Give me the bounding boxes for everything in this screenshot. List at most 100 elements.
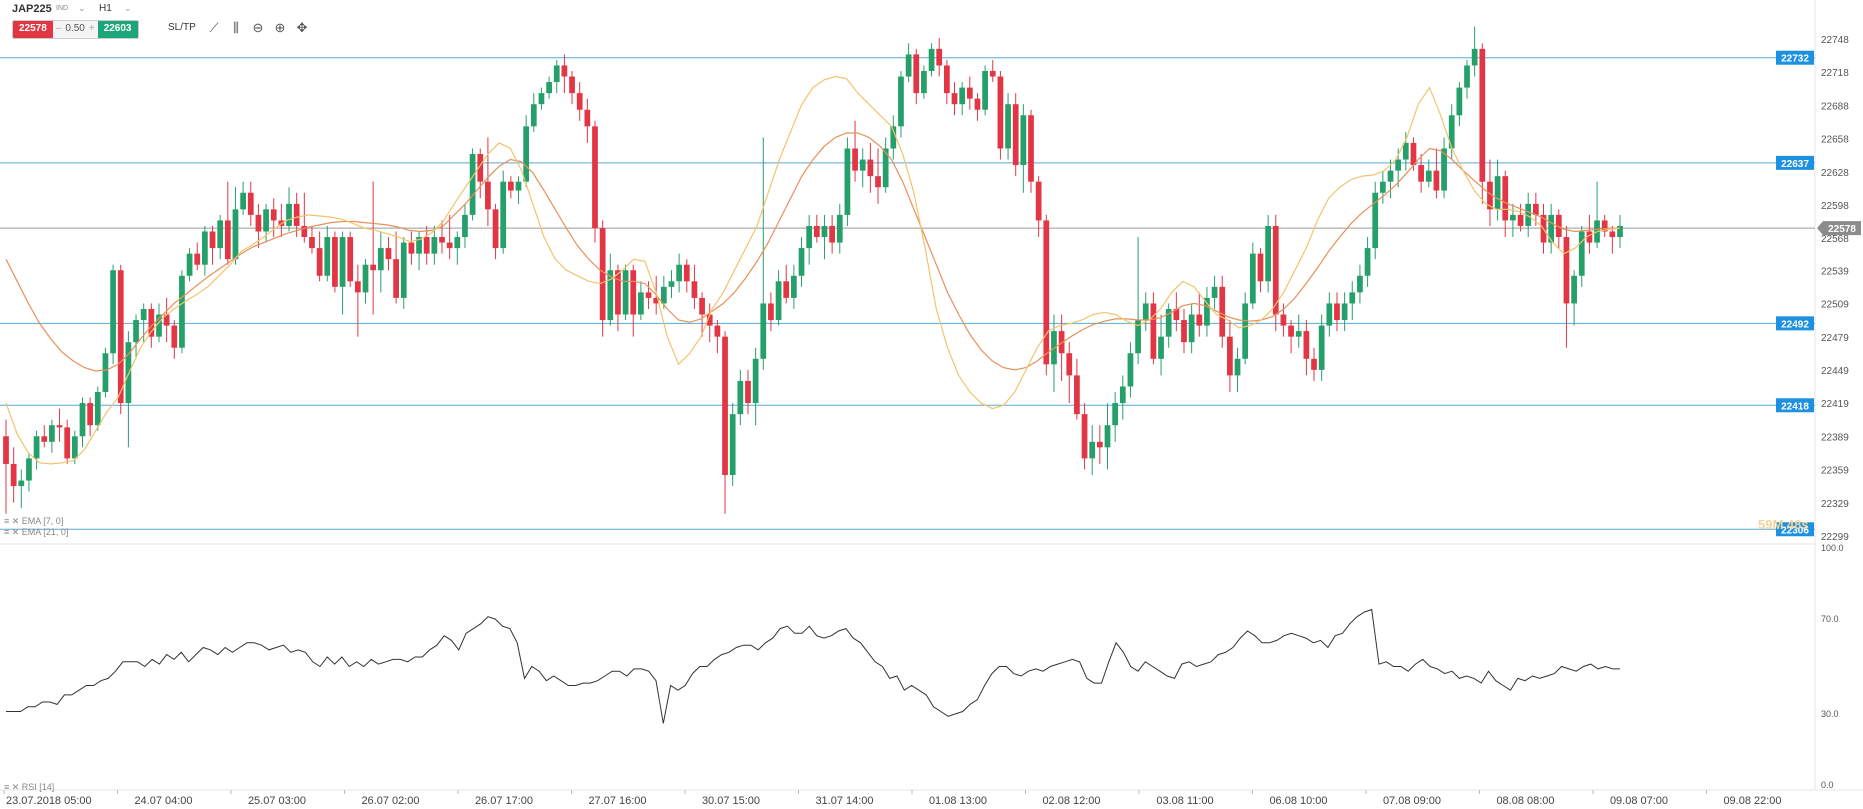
candle-body [791,275,797,298]
time-tick-label: 02.08 12:00 [1042,795,1100,807]
candle-body [1510,214,1516,221]
volume-stepper[interactable]: – 0.50 + [52,21,98,38]
candle-body [974,98,981,110]
price-tick-label: 22419 [1821,399,1849,410]
candle-body [79,403,86,437]
candle-type-icon[interactable]: ⫼ [233,20,239,35]
candle-body [1295,331,1302,337]
candle-body [416,237,422,254]
ema7-indicator-label[interactable]: ≡ ✕ EMA [7, 0] [4,516,64,526]
candle-body [332,237,338,287]
candle-body [64,427,71,459]
candle-body [607,270,614,321]
candle-body [638,292,644,315]
decrease-volume-button[interactable]: – [55,23,62,34]
current-price-label: 22578 [1828,224,1856,235]
candle-body [1012,104,1019,166]
timeframe-selector[interactable]: H1 [99,3,112,14]
candle-body [33,436,40,459]
candle-body [660,286,667,304]
symbol-name[interactable]: JAP225 [12,3,52,15]
candle-body [125,342,132,404]
symbol-dropdown-icon[interactable]: ⌄ [78,3,86,13]
price-tick-label: 22718 [1821,68,1849,79]
candle-body [1448,115,1455,149]
candle-body [1387,170,1394,182]
candle-body [1318,325,1325,370]
candle-body [339,237,346,287]
increase-volume-button[interactable]: + [88,23,95,34]
crosshair-icon[interactable]: ✥ [296,20,308,35]
candle-body [515,181,522,191]
candle-body [431,237,438,254]
candle-body [1066,353,1073,376]
zoom-in-icon[interactable]: ⊕ [274,20,286,35]
time-tick-label: 09.08 22:00 [1723,795,1781,807]
candle-body [1471,48,1478,66]
candle-body [859,159,866,171]
candle-body [1211,286,1218,298]
candle-body [1043,220,1050,365]
candle-body [94,391,101,426]
candle-body [760,303,767,359]
candle-body [1402,142,1409,160]
candle-body [913,54,920,94]
candle-body [882,148,889,188]
candle-body [569,76,575,94]
volume-value[interactable]: 0.50 [65,23,85,34]
candle-body [1555,214,1562,238]
candle-body [71,436,78,459]
sltp-button[interactable]: SL/TP [168,22,196,33]
price-tick-label: 22449 [1821,366,1849,377]
candle-body [538,93,545,105]
time-tick-label: 07.08 09:00 [1383,795,1441,807]
ema21-indicator-label[interactable]: ≡ ✕ EMA [21, 0] [4,527,69,537]
horizontal-line-label-bg [1776,522,1814,537]
candle-body [309,237,315,249]
candle-body [1464,65,1470,88]
time-axis[interactable]: 23.07.2018 05:00 24.07 04:00 25.07 03:00 26… [0,789,1863,807]
candle-body [301,225,308,238]
rsi-label-text: RSI [14] [21,782,55,792]
horizontal-line-label-bg [1776,316,1814,331]
candle-body [1158,336,1164,359]
candle-body [936,48,943,66]
candle-body [982,70,988,110]
candle-body [286,203,292,226]
rsi-indicator-label[interactable]: ≡ ✕ RSI [14] [4,782,55,792]
horizontal-lines[interactable]: 22732 22637 22492 22418 22306 22578 [0,50,1861,537]
candle-body [1058,331,1065,354]
candle-body [1372,192,1379,249]
candle-body [1395,159,1402,171]
candle-body [1104,425,1111,448]
horizontal-line-label-bg [1776,50,1814,65]
candle-body [1571,275,1577,304]
ema21-label-text: EMA [21, 0] [21,527,69,537]
buy-button[interactable]: 22603 [97,21,138,38]
candle-body [1005,104,1011,149]
horizontal-line-label: 22492 [1781,319,1809,330]
sell-button[interactable]: 22578 [13,21,53,38]
horizontal-line-label: 22306 [1781,525,1809,536]
candle-body [1150,303,1157,359]
candle-body [217,220,224,249]
candle-body [1578,231,1585,276]
ema-lines [5,75,1621,465]
zoom-out-icon[interactable]: ⊖ [252,20,264,35]
price-axis-bg [1815,0,1863,809]
candle-body [890,126,897,149]
price-tick-label: 22568 [1821,234,1849,245]
chart-toolbar: JAP225 IND ⌄ H1 ⌄ 22578 – 0.50 + 22603 S… [0,0,340,40]
candle-body [576,93,583,110]
candle-body [1341,303,1348,321]
line-chart-icon[interactable]: ⟋ [209,20,219,35]
time-tick-label: 27.07 16:00 [588,795,646,807]
price-tick-label: 22539 [1821,266,1849,277]
candle-body [951,93,958,105]
candle-body [1479,48,1486,182]
timeframe-dropdown-icon[interactable]: ⌄ [124,3,132,13]
price-tick-label: 22509 [1821,300,1849,311]
price-axis[interactable]: 22748 22718 22688 22658 22628 22598 22568 22539… [1821,35,1849,543]
candle-body [1028,115,1034,182]
